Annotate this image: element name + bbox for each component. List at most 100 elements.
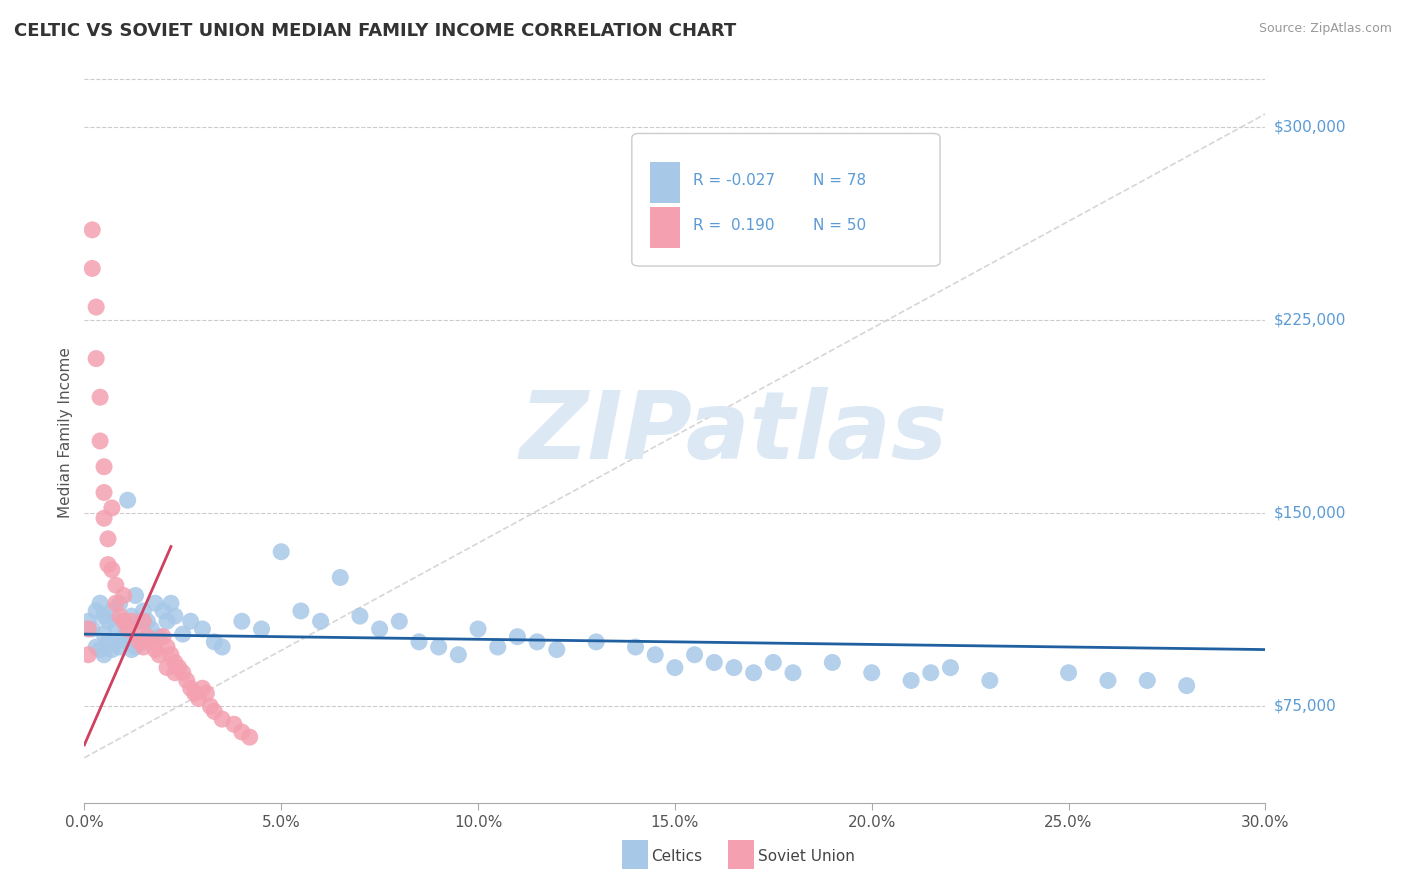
Point xyxy=(93,485,115,500)
Point xyxy=(176,673,198,688)
FancyBboxPatch shape xyxy=(728,840,754,870)
Point xyxy=(180,681,202,696)
Point xyxy=(108,596,131,610)
Point xyxy=(526,635,548,649)
Text: R =  0.190: R = 0.190 xyxy=(693,218,775,233)
Point xyxy=(723,660,745,674)
Point xyxy=(97,532,120,546)
Point xyxy=(77,648,100,662)
Point xyxy=(467,622,489,636)
Point xyxy=(388,614,411,628)
Point xyxy=(191,622,214,636)
Point xyxy=(84,604,107,618)
Point xyxy=(187,691,209,706)
Point xyxy=(152,604,174,618)
Point xyxy=(222,717,245,731)
Point xyxy=(93,627,115,641)
Point xyxy=(195,686,218,700)
Point xyxy=(191,681,214,696)
Point xyxy=(101,563,124,577)
Text: $75,000: $75,000 xyxy=(1274,698,1337,714)
Point xyxy=(93,459,115,474)
Point xyxy=(683,648,706,662)
Point xyxy=(108,640,131,654)
Point xyxy=(132,640,155,654)
Text: N = 78: N = 78 xyxy=(813,173,866,188)
Text: ZIPatlas: ZIPatlas xyxy=(520,386,948,479)
Point xyxy=(82,223,104,237)
Point xyxy=(160,648,183,662)
Point xyxy=(121,609,143,624)
Point xyxy=(143,642,166,657)
Point xyxy=(250,622,273,636)
Text: CELTIC VS SOVIET UNION MEDIAN FAMILY INCOME CORRELATION CHART: CELTIC VS SOVIET UNION MEDIAN FAMILY INC… xyxy=(14,22,737,40)
Point xyxy=(920,665,942,680)
Point xyxy=(136,630,159,644)
Point xyxy=(585,635,607,649)
Point xyxy=(160,596,183,610)
Point xyxy=(349,609,371,624)
Point xyxy=(1057,665,1080,680)
Point xyxy=(121,642,143,657)
Point xyxy=(979,673,1001,688)
Point xyxy=(117,635,139,649)
Text: $150,000: $150,000 xyxy=(1274,506,1346,521)
Point xyxy=(486,640,509,654)
Point xyxy=(156,660,179,674)
Point xyxy=(506,630,529,644)
Point xyxy=(84,640,107,654)
Point xyxy=(84,300,107,314)
Point xyxy=(141,635,163,649)
Point xyxy=(89,390,111,404)
Point xyxy=(231,614,253,628)
Point xyxy=(447,648,470,662)
Point xyxy=(762,656,785,670)
Point xyxy=(703,656,725,670)
Point xyxy=(77,614,100,628)
Point xyxy=(101,500,124,515)
Point xyxy=(124,627,146,641)
Point xyxy=(124,640,146,654)
Point xyxy=(77,622,100,636)
Point xyxy=(143,596,166,610)
Point xyxy=(132,635,155,649)
Point xyxy=(136,614,159,628)
Point xyxy=(1175,679,1198,693)
Point xyxy=(1097,673,1119,688)
Point xyxy=(202,635,225,649)
Text: N = 50: N = 50 xyxy=(813,218,866,233)
Point xyxy=(104,635,127,649)
Point xyxy=(97,614,120,628)
Point xyxy=(202,705,225,719)
Point xyxy=(624,640,647,654)
Point xyxy=(141,622,163,636)
Point xyxy=(124,589,146,603)
Point xyxy=(644,648,666,662)
Point xyxy=(117,493,139,508)
Point xyxy=(231,725,253,739)
Point xyxy=(427,640,450,654)
Point xyxy=(112,630,135,644)
Point xyxy=(742,665,765,680)
Point xyxy=(121,614,143,628)
Point xyxy=(939,660,962,674)
Point xyxy=(101,642,124,657)
Point xyxy=(156,614,179,628)
Point xyxy=(104,578,127,592)
Point xyxy=(104,596,127,610)
Point xyxy=(112,589,135,603)
Point xyxy=(860,665,883,680)
Point xyxy=(368,622,391,636)
Point xyxy=(84,351,107,366)
Point xyxy=(290,604,312,618)
Text: Source: ZipAtlas.com: Source: ZipAtlas.com xyxy=(1258,22,1392,36)
Point xyxy=(156,640,179,654)
Point xyxy=(89,596,111,610)
Point xyxy=(89,434,111,448)
Point xyxy=(200,699,222,714)
Point xyxy=(180,614,202,628)
Point xyxy=(128,614,150,628)
Point xyxy=(211,712,233,726)
Point xyxy=(104,619,127,633)
Point xyxy=(172,627,194,641)
